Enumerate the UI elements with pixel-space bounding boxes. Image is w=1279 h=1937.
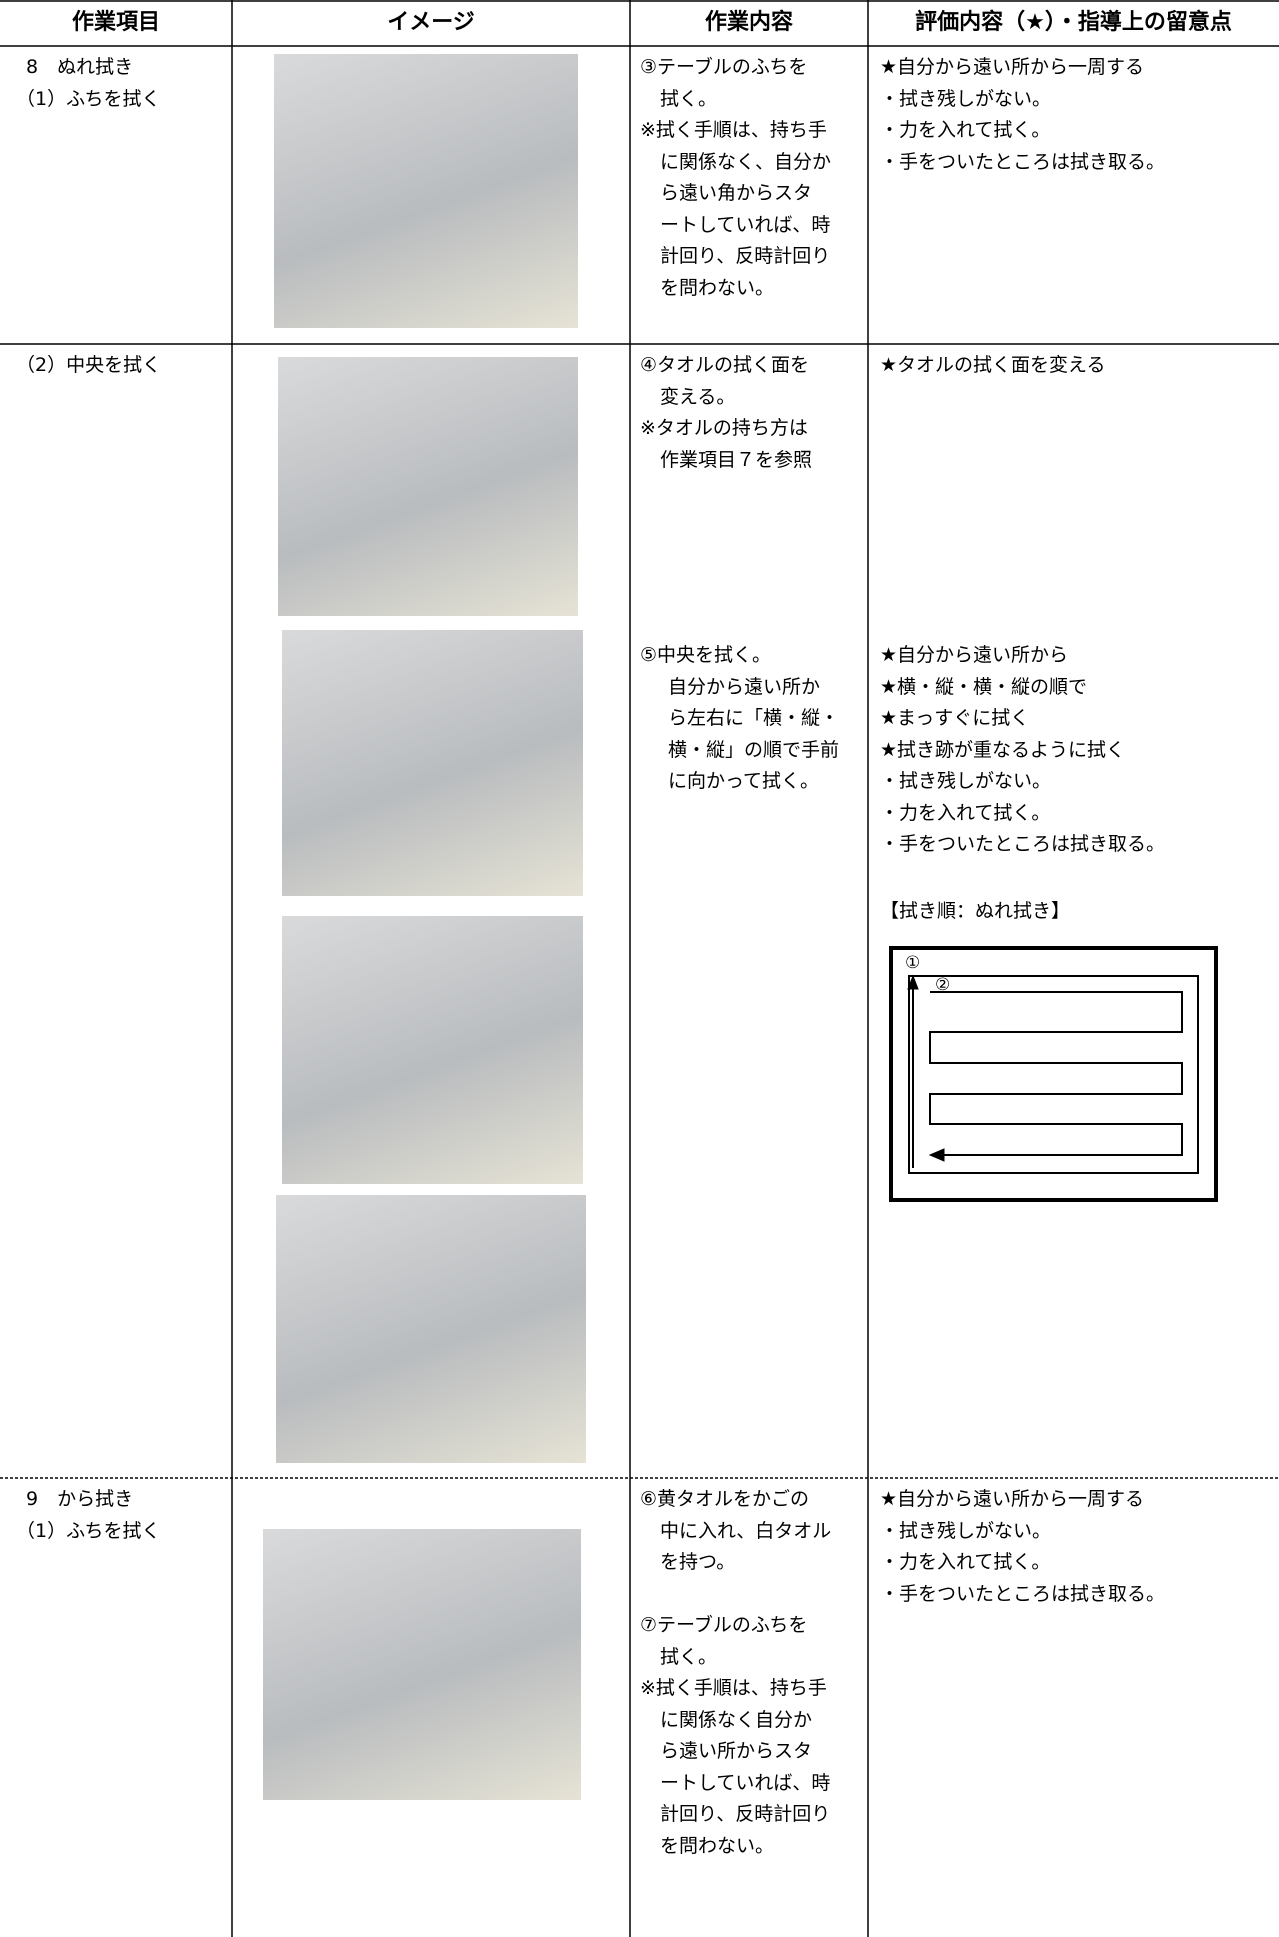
evaluation-text: ★横・縦・横・縦の順で — [880, 675, 1088, 698]
header-cell: 評価内容（★）・指導上の留意点 — [915, 10, 1232, 35]
evaluation-text: ・拭き残しがない。 — [880, 87, 1052, 110]
content-text: ら遠い所からスタ — [660, 1740, 813, 1762]
header-cell: 作業内容 — [704, 10, 793, 35]
content-text: ※拭く手順は、持ち手 — [640, 119, 827, 141]
diagram-label: ① — [905, 953, 921, 973]
evaluation-text: ・拭き残しがない。 — [880, 1519, 1052, 1542]
evaluation-text: ・手をついたところは拭き取る。 — [880, 1582, 1166, 1605]
content-text: ⑤中央を拭く。 — [640, 644, 772, 666]
content-text: 自分から遠い所か — [668, 675, 821, 698]
content-text: に関係なく、自分か — [660, 150, 832, 173]
content-text: ※タオルの持ち方は — [640, 417, 808, 439]
evaluation-text: ・手をついたところは拭き取る。 — [880, 833, 1166, 855]
content-text: を問わない。 — [660, 276, 775, 299]
content-text: ートしていれば、時 — [660, 213, 831, 236]
diagram-label: ② — [935, 975, 951, 995]
content-text: ※拭く手順は、持ち手 — [640, 1677, 827, 1699]
evaluation-text: ・力を入れて拭く。 — [880, 1551, 1051, 1573]
content-text: を持つ。 — [660, 1551, 736, 1573]
content-text: 変える。 — [660, 385, 736, 408]
content-text: 中に入れ、白タオル — [660, 1519, 832, 1542]
item-text: （1）ふちを拭く — [16, 1519, 161, 1542]
evaluation-text: ★まっすぐに拭く — [880, 707, 1030, 729]
photo — [282, 916, 583, 1184]
photo — [278, 357, 578, 616]
evaluation-text: ★拭き跡が重なるように拭く — [880, 738, 1126, 761]
content-text: ら左右に「横・縦・ — [668, 707, 840, 729]
evaluation-text: ★タオルの拭く面を変える — [880, 354, 1106, 376]
content-text: 拭く。 — [660, 1645, 718, 1668]
content-text: 計回り、反時計回り — [660, 245, 831, 267]
header-cell: イメージ — [387, 10, 475, 35]
evaluation-text: ・力を入れて拭く。 — [880, 801, 1051, 824]
item-text: （1）ふちを拭く — [16, 87, 161, 110]
photo — [274, 54, 578, 328]
content-text: ③テーブルのふちを — [640, 56, 808, 78]
content-text: に向かって拭く。 — [668, 770, 820, 792]
content-text: ④タオルの拭く面を — [640, 354, 810, 376]
item-text: 9 から拭き — [26, 1488, 134, 1510]
order-diagram — [889, 946, 1218, 1202]
content-text: を問わない。 — [660, 1834, 775, 1857]
content-text: ⑦テーブルのふちを — [640, 1614, 808, 1636]
photo — [282, 630, 583, 896]
content-text: ートしていれば、時 — [660, 1771, 831, 1794]
photo — [263, 1529, 581, 1800]
item-text: 8 ぬれ拭き — [26, 56, 134, 78]
evaluation-text: ★自分から遠い所から — [880, 644, 1069, 666]
evaluation-text: ・力を入れて拭く。 — [880, 119, 1051, 141]
header-cell: 作業項目 — [71, 10, 160, 35]
content-text: に関係なく自分か — [660, 1708, 813, 1731]
content-text: 拭く。 — [660, 87, 718, 110]
content-text: ら遠い角からスタ — [660, 182, 813, 204]
evaluation-text: ★自分から遠い所から一周する — [880, 1488, 1145, 1510]
photo — [276, 1195, 586, 1463]
evaluation-text: ★自分から遠い所から一周する — [880, 56, 1145, 78]
content-text: ⑥黄タオルをかごの — [640, 1488, 810, 1510]
item-text: （2）中央を拭く — [16, 354, 162, 376]
diagram-caption: 【拭き順：ぬれ拭き】 — [880, 900, 1071, 922]
evaluation-text: ・拭き残しがない。 — [880, 770, 1052, 792]
content-text: 作業項目７を参照 — [660, 448, 813, 471]
evaluation-text: ・手をついたところは拭き取る。 — [880, 150, 1166, 173]
content-text: 横・縦」の順で手前 — [668, 738, 840, 761]
content-text: 計回り、反時計回り — [660, 1803, 831, 1825]
